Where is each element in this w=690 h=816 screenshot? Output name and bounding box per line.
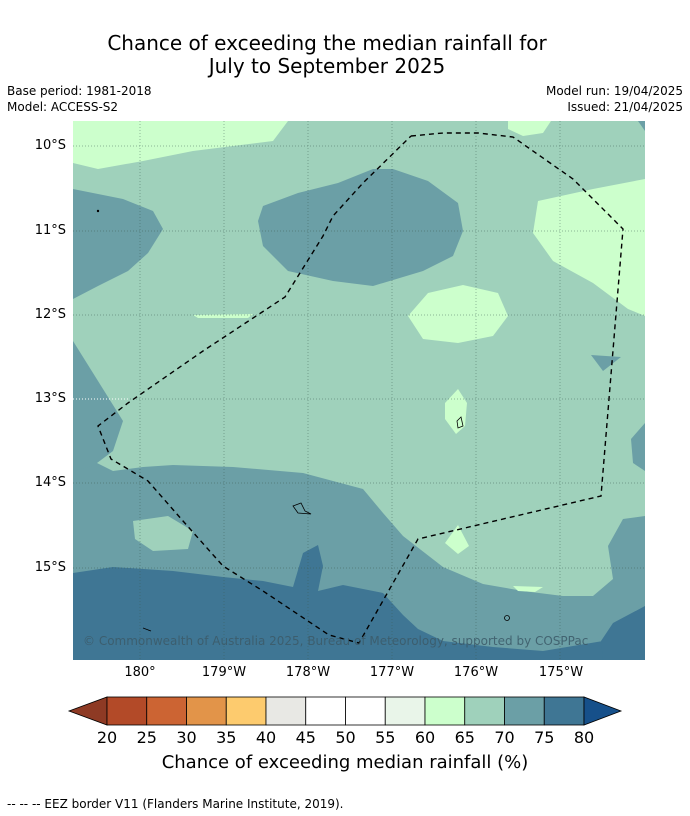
lat-label-14s: 14°S: [34, 475, 66, 490]
colorbar-tick-label: 20: [96, 728, 118, 747]
colorbar-segment: [265, 696, 307, 726]
colorbar-tick-label: 35: [216, 728, 237, 747]
band-60-65-south-island: [445, 525, 469, 554]
colorbar-tick-label: 75: [534, 728, 555, 747]
colorbar-segment: [345, 696, 386, 726]
colorbar-segment: [464, 696, 505, 726]
colorbar-tick-label: 40: [255, 728, 277, 747]
band-60-65-east: [533, 179, 645, 316]
colorbar-segment: [186, 696, 227, 726]
lat-label-11s: 11°S: [34, 223, 66, 238]
lon-label-176w: 176°W: [453, 665, 499, 680]
colorbar-segment: [424, 696, 466, 726]
band-60-65-north-blob: [508, 121, 551, 136]
model-text: Model: ACCESS-S2: [7, 100, 119, 114]
band-60-65-south-strip: [513, 586, 543, 592]
map-title-line-1: Chance of exceeding the median rainfall …: [107, 31, 547, 55]
lon-label-180: 180°: [124, 665, 156, 680]
colorbar: [67, 696, 623, 726]
issued-text: Issued: 21/04/2025: [567, 100, 683, 114]
islands: [96, 209, 510, 632]
colorbar-segment: [504, 696, 545, 726]
lon-label-175w: 175°W: [538, 665, 584, 680]
lat-label-12s: 12°S: [34, 307, 66, 322]
lon-label-177w: 177°W: [369, 665, 415, 680]
band-70-75-east-small: [591, 355, 621, 371]
colorbar-title: Chance of exceeding median rainfall (%): [161, 752, 529, 773]
colorbar-segment: [146, 696, 187, 726]
band-70-75-west: [73, 189, 163, 299]
band-60-65-north-west: [73, 121, 288, 169]
eez-footnote: -- -- -- EEZ border V11 (Flanders Marine…: [7, 797, 344, 811]
colorbar-tick-label: 30: [176, 728, 197, 747]
base-period-text: Base period: 1981-2018: [7, 84, 152, 98]
graticule: [73, 121, 645, 660]
colorbar-tick-label: 45: [295, 728, 316, 747]
colorbar-segment: [225, 696, 267, 726]
colorbar-tick-label: 65: [454, 728, 475, 747]
colorbar-tick-label: 70: [494, 728, 515, 747]
rainfall-map: [73, 121, 645, 660]
colorbar-under-arrow: [67, 696, 108, 726]
lat-label-10s: 10°S: [34, 138, 66, 153]
colorbar-segment: [305, 696, 346, 726]
lat-label-15s: 15°S: [34, 560, 66, 575]
band-70-75-mid-west: [73, 341, 123, 471]
lat-label-13s: 13°S: [34, 391, 66, 406]
band-65-70-inset: [133, 516, 193, 551]
map-title-line-2: July to September 2025: [208, 54, 446, 78]
band-70-75-central: [258, 169, 463, 286]
model-run-text: Model run: 19/04/2025: [545, 84, 683, 98]
colorbar-tick-label: 50: [335, 728, 356, 747]
band-75-80-south-east: [601, 606, 645, 660]
colorbar-tick-label: 80: [573, 728, 595, 747]
band-70-75-east-edge: [631, 423, 645, 471]
lon-label-178w: 178°W: [285, 665, 331, 680]
colorbar-tick-label: 55: [375, 728, 396, 747]
colorbar-tick-label: 25: [136, 728, 157, 747]
map-svg: [73, 121, 645, 660]
band-60-65-central: [408, 285, 508, 343]
band-60-65-island: [445, 389, 467, 434]
colorbar-tick-label: 60: [414, 728, 436, 747]
band-60-65-north-strip: [78, 121, 108, 127]
colorbar-segment: [543, 696, 585, 726]
lon-label-179w: 179°W: [201, 665, 247, 680]
colorbar-segment: [384, 696, 426, 726]
eez-border: [97, 132, 624, 644]
colorbar-over-arrow: [583, 696, 623, 726]
band-70-75-north-east: [638, 121, 645, 131]
copyright-text: © Commonwealth of Australia 2025, Bureau…: [83, 634, 589, 648]
band-75-80-south: [73, 545, 645, 660]
colorbar-segment: [106, 696, 148, 726]
